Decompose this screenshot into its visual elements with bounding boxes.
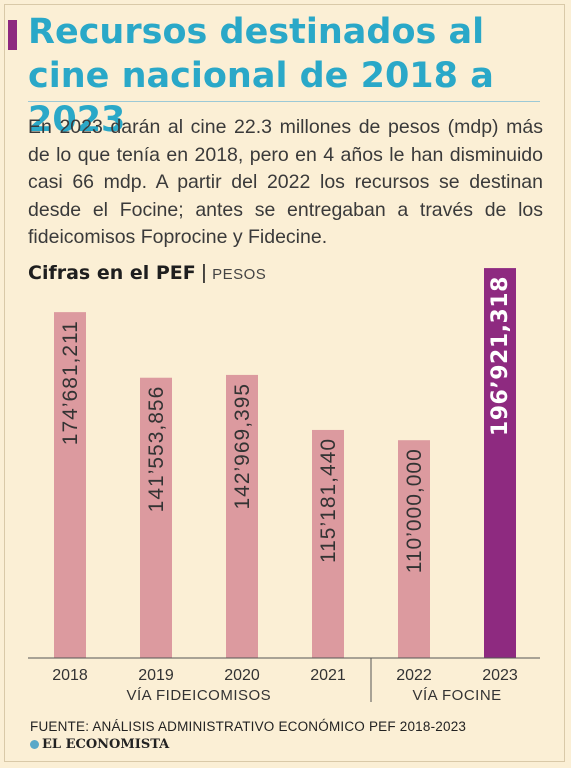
bar-value-label-2023: 196’921,318 [488, 276, 513, 436]
bar-value-label-2018: 174’681,211 [59, 320, 82, 445]
brand-icon [30, 740, 39, 749]
group-label-focine: VÍA FOCINE [412, 687, 502, 704]
source-note: FUENTE: ANÁLISIS ADMINISTRATIVO ECONÓMIC… [30, 719, 467, 734]
x-tick-label-2020: 2020 [224, 667, 260, 684]
chart-unit: PESOS [212, 266, 267, 283]
bar-2020 [226, 374, 258, 658]
bar-value-label-2020: 142’969,395 [231, 383, 254, 510]
bar-2022 [398, 440, 430, 658]
x-tick-label-2018: 2018 [52, 667, 88, 684]
x-tick-label-2022: 2022 [396, 667, 432, 684]
graphic-frame [4, 4, 565, 762]
bar-2019 [140, 377, 172, 658]
bar-value-label-2019: 141’553,856 [145, 386, 168, 513]
page-title: Recursos destinados al cine nacional de … [28, 12, 494, 140]
brand-logo: EL ECONOMISTA [30, 737, 169, 752]
bar-2021 [312, 429, 344, 658]
x-tick-label-2019: 2019 [138, 667, 174, 684]
chart-subtitle: Cifras en el PEF | PESOS [28, 262, 267, 284]
chart-title: Cifras en el PEF [28, 262, 196, 284]
title-divider [28, 101, 540, 102]
bar-2023 [484, 268, 516, 658]
group-label-fideicomisos: VÍA FIDEICOMISOS [126, 687, 272, 704]
intro-text: En 2023 darán al cine 22.3 millones de p… [28, 116, 543, 248]
bar-2018 [54, 312, 86, 658]
x-tick-label-2023: 2023 [482, 667, 518, 684]
brand-name: EL ECONOMISTA [42, 737, 170, 752]
x-tick-label-2021: 2021 [310, 667, 346, 684]
bar-value-label-2022: 110’000,000 [403, 448, 426, 573]
bar-value-label-2021: 115’181,440 [317, 438, 340, 563]
title-accent-bar [8, 20, 17, 50]
